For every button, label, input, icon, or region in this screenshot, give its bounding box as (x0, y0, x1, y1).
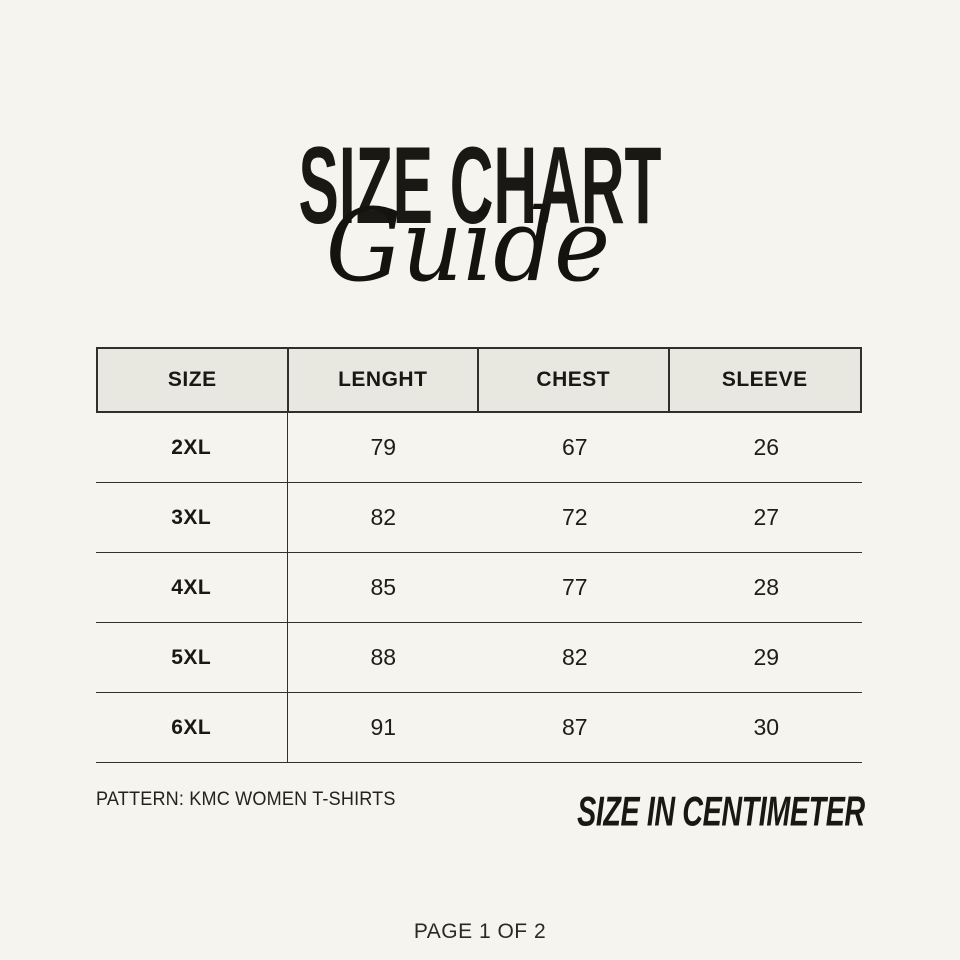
size-label: 6XL (96, 693, 288, 762)
page-title: SIZE CHART (298, 125, 662, 248)
sleeve-value: 28 (753, 574, 780, 600)
table-row: 3XL 82 72 27 (96, 483, 862, 553)
table-row: 5XL 88 82 29 (96, 623, 862, 693)
size-chart-table: SIZE LENGHT CHEST SLEEVE 2XL 79 67 26 3X… (96, 347, 862, 763)
chest-value: 77 (561, 574, 588, 600)
lenght-value: 79 (370, 434, 397, 460)
sleeve-value: 30 (753, 714, 780, 740)
lenght-value: 88 (370, 644, 397, 670)
lenght-value: 82 (370, 504, 397, 530)
column-header-chest: CHEST (479, 349, 670, 411)
column-header-size: SIZE (98, 349, 289, 411)
size-label: 4XL (96, 553, 288, 622)
chest-value: 87 (561, 714, 588, 740)
sleeve-value: 26 (753, 434, 780, 460)
page-indicator: PAGE 1 OF 2 (413, 920, 547, 943)
lenght-value: 91 (370, 714, 397, 740)
column-header-lenght: LENGHT (289, 349, 479, 411)
size-label: 5XL (96, 623, 288, 692)
table-header-row: SIZE LENGHT CHEST SLEEVE (96, 347, 862, 413)
sleeve-value: 27 (753, 504, 780, 530)
table-row: 2XL 79 67 26 (96, 413, 862, 483)
lenght-value: 85 (370, 574, 397, 600)
chest-value: 82 (561, 644, 588, 670)
size-label: 3XL (96, 483, 288, 552)
size-unit-note: SIZE IN CENTIMETER (577, 789, 865, 836)
pattern-note: PATTERN: KMC WOMEN T-SHIRTS (96, 789, 396, 810)
size-label: 2XL (96, 413, 288, 482)
table-row: 6XL 91 87 30 (96, 693, 862, 763)
table-row: 4XL 85 77 28 (96, 553, 862, 623)
page-subtitle-script: Guide (325, 187, 611, 304)
column-header-sleeve: SLEEVE (721, 368, 808, 391)
sleeve-value: 29 (753, 644, 780, 670)
chest-value: 72 (561, 504, 588, 530)
chest-value: 67 (561, 434, 588, 460)
